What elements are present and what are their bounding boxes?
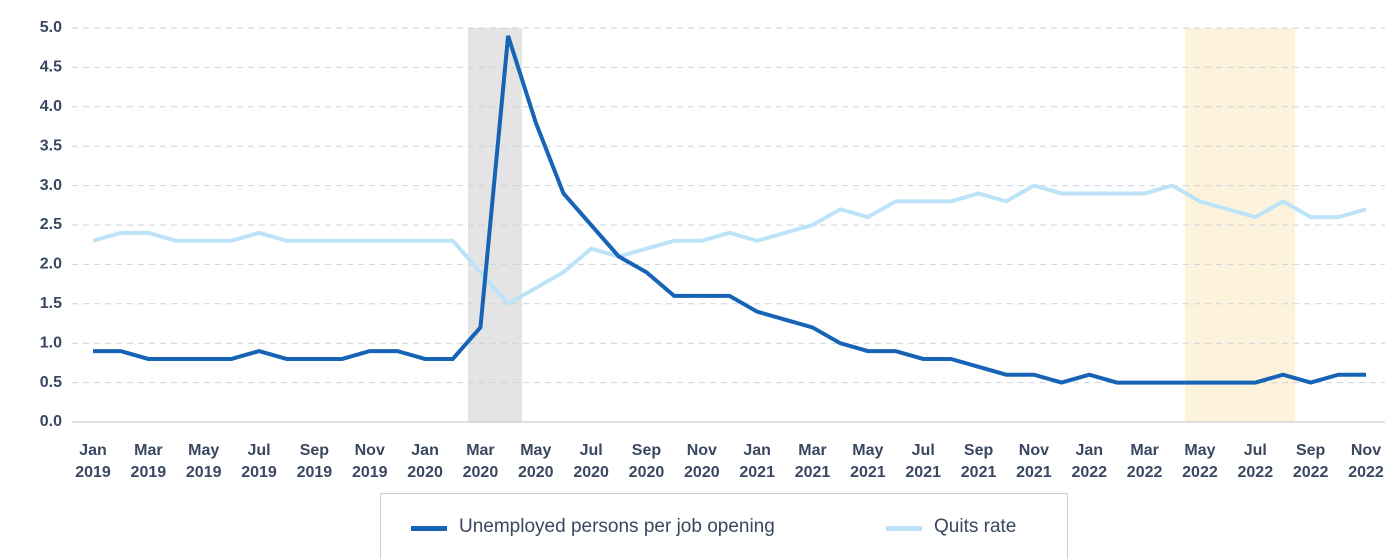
- x-tick-label: Nov 2020: [684, 442, 720, 481]
- series-line: [92, 183, 1367, 307]
- legend-label: Unemployed persons per job opening: [459, 516, 775, 537]
- legend-swatch: [411, 526, 447, 531]
- x-tick-label: Sep 2022: [1292, 442, 1329, 481]
- x-tick-label: Jan 2022: [1071, 442, 1108, 481]
- series-line: [93, 35, 1366, 385]
- x-tick-label: Jul 2021: [905, 442, 941, 481]
- y-tick-label: 2.5: [40, 216, 62, 233]
- x-tick-label: Mar 2022: [1126, 442, 1163, 481]
- x-tick-label: May 2021: [850, 442, 886, 481]
- x-tick-label: Nov 2019: [351, 442, 388, 481]
- y-tick-label: 2.0: [40, 256, 62, 273]
- y-tick-label: 0.5: [40, 374, 62, 391]
- x-tick-label: May 2019: [185, 442, 222, 481]
- y-tick-label: 0.0: [40, 413, 62, 430]
- x-tick-label: Mar 2021: [794, 442, 831, 481]
- x-tick-label: Nov 2022: [1348, 442, 1384, 481]
- x-tick-label: Jan 2020: [407, 442, 443, 481]
- x-tick-label: Nov 2021: [1016, 442, 1052, 481]
- x-tick-label: Jul 2022: [1237, 442, 1274, 481]
- x-tick-label: Jul 2020: [573, 442, 609, 481]
- x-tick-label: Sep 2021: [960, 442, 997, 481]
- x-tick-label: Mar 2020: [462, 442, 499, 481]
- y-tick-label: 4.5: [40, 59, 62, 76]
- legend-swatch: [886, 526, 922, 531]
- x-tick-label: Sep 2019: [296, 442, 333, 481]
- x-tick-label: Jan 2019: [75, 442, 111, 481]
- x-tick-label: Jul 2019: [241, 442, 277, 481]
- y-tick-label: 4.0: [40, 98, 62, 115]
- y-tick-label: 5.0: [40, 19, 62, 36]
- y-tick-label: 1.5: [40, 295, 62, 312]
- legend: Unemployed persons per job opening Quits …: [380, 493, 1068, 559]
- x-tick-label: Sep 2020: [628, 442, 665, 481]
- x-tick-label: May 2020: [517, 442, 554, 481]
- x-tick-label: Mar 2019: [130, 442, 167, 481]
- x-tick-label: Jan 2021: [739, 442, 775, 481]
- x-tick-label: May 2022: [1182, 442, 1218, 481]
- legend-label: Quits rate: [934, 516, 1017, 537]
- y-tick-label: 3.0: [40, 177, 62, 194]
- y-tick-label: 1.0: [40, 334, 62, 351]
- y-tick-label: 3.5: [40, 137, 62, 154]
